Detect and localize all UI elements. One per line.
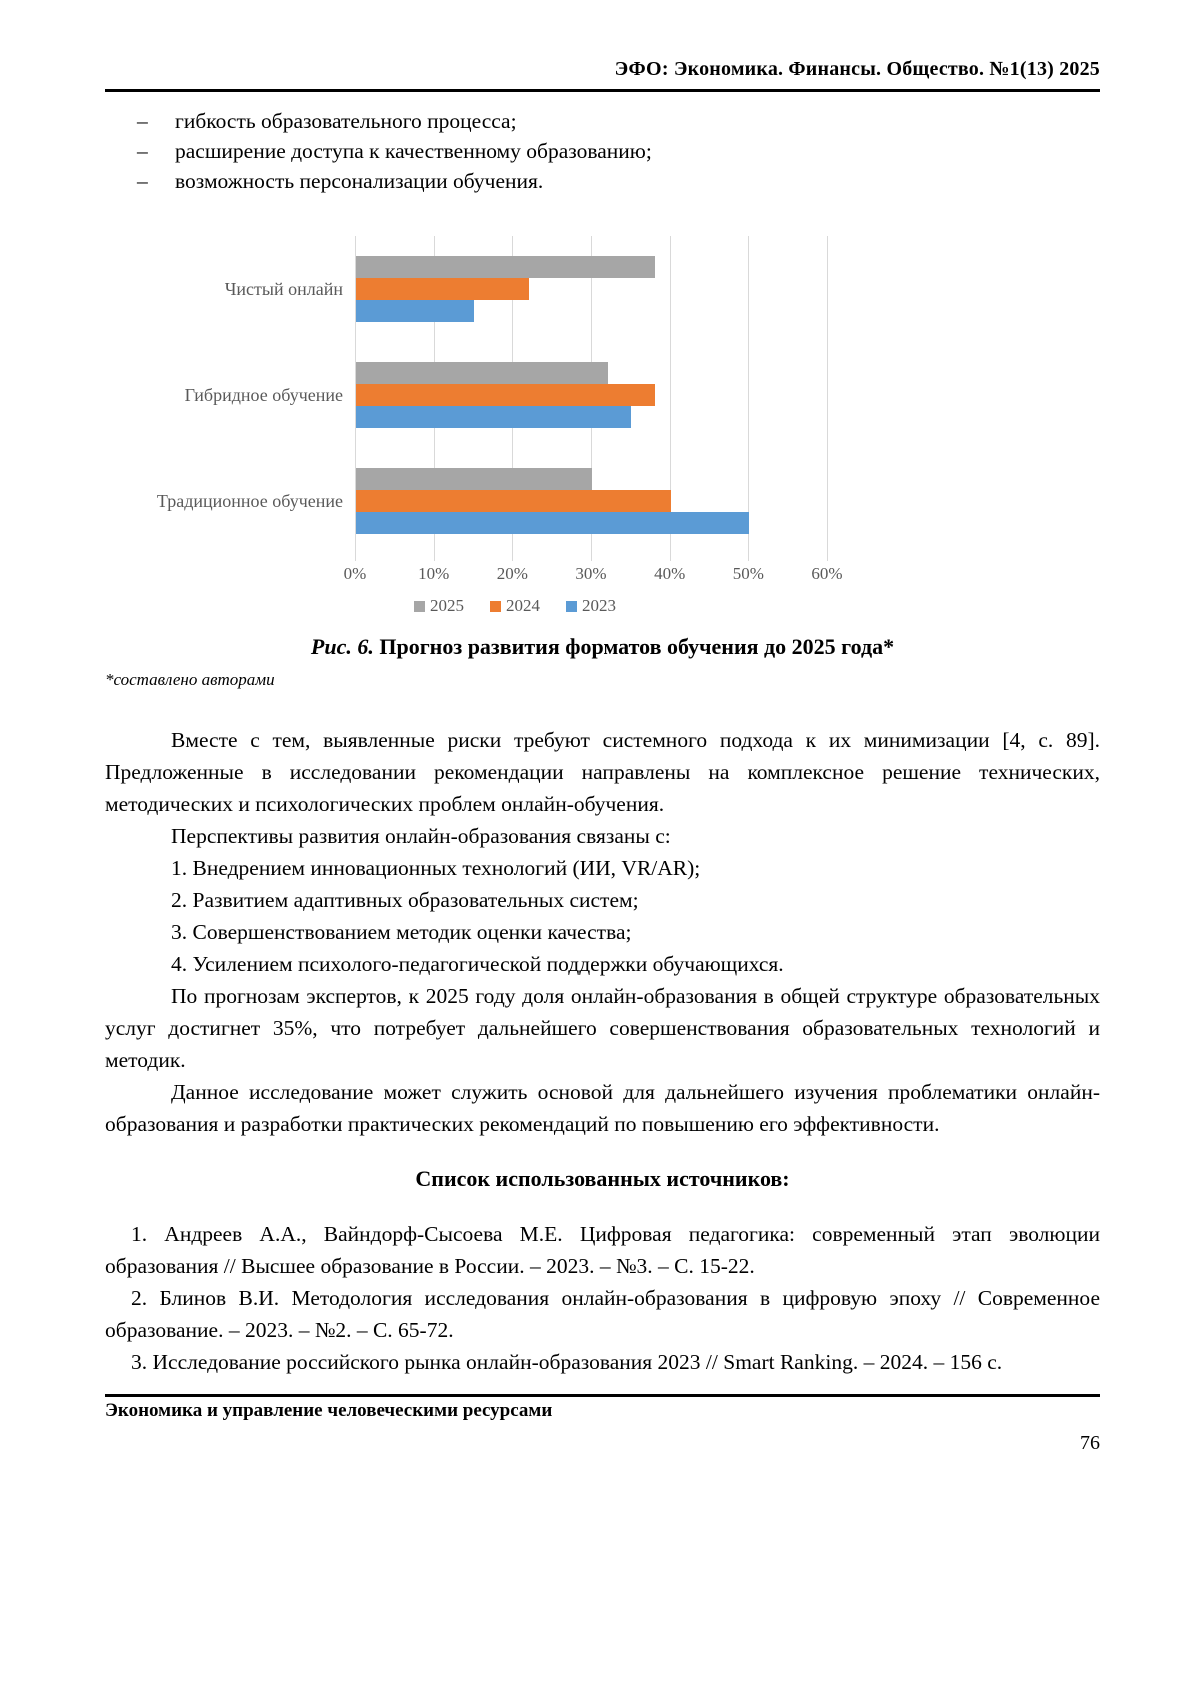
chart-axis-tick [748, 554, 750, 561]
figure-caption-text: Прогноз развития форматов обучения до 20… [373, 634, 895, 659]
figure-footnote: *составлено авторами [105, 670, 275, 689]
chart-bar-group [356, 362, 655, 428]
footer-section-title: Экономика и управление человеческими рес… [105, 1400, 553, 1421]
chart-categories: Чистый онлайн Гибридное обучение Традицион… [125, 236, 355, 554]
page-number: 76 [1080, 1432, 1100, 1454]
numbered-item: 4. Усилением психолого-педагогической по… [171, 952, 784, 976]
dash-icon: – [137, 169, 148, 193]
legend-label: 2024 [506, 596, 540, 615]
x-tick-label: 50% [732, 564, 764, 583]
list-item-text: возможность персонализации обучения. [175, 169, 544, 193]
journal-header: ЭФО: Экономика. Финансы. Общество. №1(13… [614, 58, 1100, 80]
chart-plot [355, 236, 860, 561]
bar-chart-figure: Чистый онлайн Гибридное обучение Традицион… [125, 236, 865, 616]
chart-bar [356, 256, 655, 278]
dash-icon: – [137, 109, 148, 133]
paragraph: По прогнозам экспертов, к 2025 году доля… [105, 984, 1100, 1072]
chart-bar [356, 406, 632, 428]
chart-axis-tick [669, 554, 671, 561]
legend-item: 2024 [490, 596, 540, 616]
legend-label: 2023 [582, 596, 616, 615]
category-label: Чистый онлайн [224, 278, 343, 299]
legend-swatch-icon [414, 600, 425, 612]
chart-bar-group [356, 468, 750, 534]
x-tick-label: 0% [343, 564, 367, 583]
figure-caption: Рис. 6. Прогноз развития форматов обучен… [105, 634, 1100, 660]
chart-bar [356, 468, 592, 490]
chart-axis-tick [433, 554, 435, 561]
list-item-text: расширение доступа к качественному образ… [175, 139, 652, 163]
chart-bar [356, 490, 671, 512]
header-rule [105, 89, 1100, 92]
chart-axis-tick [512, 554, 514, 561]
chart-axis-tick [355, 554, 356, 561]
chart-bar [356, 278, 530, 300]
footer-rule [105, 1394, 1100, 1397]
chart-bar-group [356, 256, 655, 322]
legend-swatch-icon [490, 600, 501, 612]
page-content: ЭФО: Экономика. Финансы. Общество. №1(13… [105, 58, 1100, 1455]
chart-axis-tick [827, 554, 828, 561]
chart-x-axis: 0% 10% 20% 30% 40% 50% 60% [344, 554, 860, 590]
list-item: – расширение доступа к качественному обр… [105, 136, 1100, 166]
numbered-item: 2. Развитием адаптивных образовательных … [171, 888, 639, 912]
paragraph: Перспективы развития онлайн-образования … [171, 824, 671, 848]
chart-bar [356, 512, 750, 534]
numbered-item: 3. Совершенствованием методик оценки кач… [171, 920, 632, 944]
reference-item: 1. Андреев А.А., Вайндорф-Сысоева М.Е. Ц… [105, 1222, 1100, 1278]
page-footer: Экономика и управление человеческими рес… [105, 1394, 1100, 1455]
chart-gridline [355, 236, 356, 554]
x-axis-spacer [125, 554, 355, 590]
x-tick-label: 30% [575, 564, 607, 583]
x-tick-label: 40% [654, 564, 686, 583]
bullet-list: – гибкость образовательного процесса; – … [105, 106, 1100, 196]
chart-gridline [669, 236, 671, 554]
figure-caption-label: Рис. 6. [310, 634, 374, 659]
list-item: – гибкость образовательного процесса; [105, 106, 1100, 136]
chart-bar [356, 300, 474, 322]
reference-item: 2. Блинов В.И. Методология исследования … [105, 1286, 1100, 1342]
chart-legend: 2025 2024 2023 [125, 596, 865, 616]
chart-gridline [748, 236, 750, 554]
reference-item: 3. Исследование российского рынка онлайн… [131, 1350, 1003, 1374]
chart-gridline [827, 236, 828, 554]
numbered-item: 1. Внедрением инновационных технологий (… [171, 856, 701, 880]
sources-heading: Список использованных источников: [415, 1166, 790, 1191]
chart-bar [356, 362, 608, 384]
chart-bar [356, 384, 655, 406]
x-tick-label: 20% [496, 564, 528, 583]
x-tick-label: 10% [418, 564, 450, 583]
paragraph: Вместе с тем, выявленные риски требуют с… [105, 728, 1100, 816]
chart-axis-tick [591, 554, 592, 561]
legend-item: 2023 [566, 596, 616, 616]
x-tick-label: 60% [811, 564, 843, 583]
category-label: Гибридное обучение [184, 384, 343, 405]
list-item-text: гибкость образовательного процесса; [175, 109, 517, 133]
category-label: Традиционное обучение [156, 490, 343, 511]
paragraph: Данное исследование может служить осново… [105, 1080, 1100, 1136]
legend-swatch-icon [566, 600, 577, 612]
legend-item: 2025 [414, 596, 464, 616]
bar-chart: Чистый онлайн Гибридное обучение Традицион… [125, 236, 865, 561]
dash-icon: – [137, 139, 148, 163]
legend-label: 2025 [430, 596, 464, 615]
list-item: – возможность персонализации обучения. [105, 166, 1100, 196]
